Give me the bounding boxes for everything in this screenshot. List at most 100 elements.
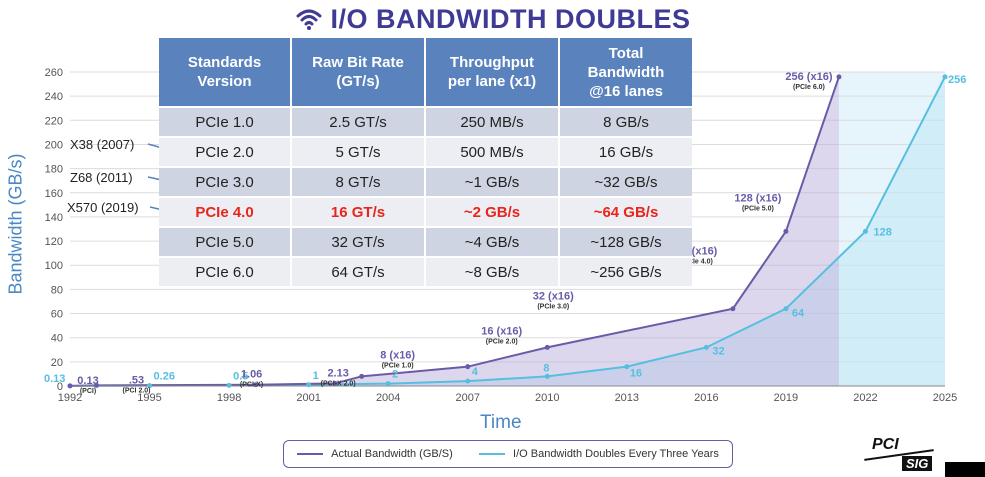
data-label-actual: 128 (x16)	[734, 192, 781, 204]
point-doubling	[306, 382, 312, 388]
data-sublabel-actual: (PCI 2.0)	[123, 387, 151, 394]
legend-label-actual: Actual Bandwidth (GB/S)	[331, 448, 453, 460]
point-actual	[94, 382, 100, 388]
data-label-doubling: 128	[873, 226, 891, 238]
x-tick-label: 2022	[853, 392, 877, 404]
data-label-doubling: 256	[948, 74, 966, 86]
table-row: PCIe 2.0 5 GT/s 500 MB/s 16 GB/s	[159, 136, 692, 167]
data-label-doubling: 8	[543, 362, 549, 374]
table-cell: PCIe 6.0	[159, 256, 291, 286]
data-label-actual: 32 (x16)	[533, 290, 574, 302]
slide-title: I/O BANDWIDTH DOUBLES	[0, 2, 985, 36]
data-sublabel-actual: (PCIe 5.0)	[742, 205, 774, 212]
x-tick-label: 1998	[217, 392, 241, 404]
logo-text-pci: PCI	[872, 436, 899, 453]
data-sublabel-actual: (PCI-X)	[240, 382, 263, 389]
x-tick-label: 1992	[58, 392, 82, 404]
table-row: PCIe 3.0 8 GT/s ~1 GB/s ~32 GB/s	[159, 166, 692, 197]
data-label-doubling: 0.26	[154, 371, 175, 383]
data-label-actual: 0.13	[77, 375, 98, 387]
table-row: PCIe 5.0 32 GT/s ~4 GB/s ~128 GB/s	[159, 226, 692, 257]
table-cell: PCIe 4.0	[159, 196, 291, 227]
x-tick-label: 2010	[535, 392, 559, 404]
legend-label-doubling: I/O Bandwidth Doubles Every Three Years	[513, 448, 719, 460]
table-row-highlighted: PCIe 4.0 16 GT/s ~2 GB/s ~64 GB/s	[159, 196, 692, 227]
point-doubling	[942, 74, 948, 80]
table-cell: 5 GT/s	[290, 136, 425, 167]
legend-swatch-doubling	[479, 453, 506, 455]
chipset-label-x570: X570 (2019)	[67, 200, 139, 215]
data-label-doubling: 2	[392, 369, 398, 381]
point-doubling	[783, 306, 789, 312]
point-doubling	[862, 228, 868, 234]
legend-swatch-actual	[297, 453, 324, 455]
data-sublabel-actual: (PCIe 2.0)	[486, 339, 518, 346]
table-row: PCIe 1.0 2.5 GT/s 250 MB/s 8 GB/s	[159, 106, 692, 137]
data-label-actual: 16 (x16)	[481, 326, 522, 338]
legend-item-doubling: I/O Bandwidth Doubles Every Three Years	[479, 448, 719, 460]
table-cell: 500 MB/s	[424, 136, 559, 167]
x-tick-label: 2016	[694, 392, 718, 404]
point-doubling	[385, 381, 391, 387]
data-label-actual: 1.06	[241, 369, 262, 381]
table-cell: 8 GT/s	[290, 166, 425, 197]
point-doubling	[544, 373, 550, 379]
data-sublabel-actual: (PCIe 4.0)	[681, 259, 713, 266]
point-actual	[465, 364, 471, 370]
line-actual	[69, 76, 840, 387]
y-tick-label: 40	[51, 333, 63, 345]
table-cell: 8 GB/s	[558, 106, 692, 137]
table-cell: ~128 GB/s	[558, 226, 692, 257]
data-label-doubling: 4	[472, 366, 479, 378]
y-tick-label: 240	[45, 91, 63, 103]
table-cell: 2.5 GT/s	[290, 106, 425, 137]
y-tick-label: 80	[51, 284, 63, 296]
data-label-doubling: 0.5	[233, 370, 248, 382]
table-cell: ~2 GB/s	[424, 196, 559, 227]
point-actual	[332, 380, 338, 386]
chipset-label-z68: Z68 (2011)	[70, 170, 133, 185]
y-tick-label: 20	[51, 357, 63, 369]
pci-sig-logo: PCI SIG	[862, 436, 944, 474]
table-cell: PCIe 1.0	[159, 106, 291, 137]
table-cell: ~8 GB/s	[424, 256, 559, 286]
table-cell: PCIe 3.0	[159, 166, 291, 197]
point-doubling	[226, 382, 232, 388]
table-header-total-bandwidth: Total Bandwidth @16 lanes	[558, 38, 692, 107]
area-doubling	[70, 76, 945, 386]
data-label-actual: 2.13	[327, 367, 348, 379]
table-cell: 32 GT/s	[290, 226, 425, 257]
table-cell: PCIe 5.0	[159, 226, 291, 257]
x-tick-label: 2013	[615, 392, 639, 404]
table-cell: ~32 GB/s	[558, 166, 692, 197]
point-doubling	[703, 344, 709, 350]
y-tick-label: 180	[45, 164, 63, 176]
data-label-actual: 256 (x16)	[785, 71, 832, 83]
area-actual	[70, 76, 839, 386]
y-tick-label: 60	[51, 309, 63, 321]
y-axis-label-text: Bandwidth (GB/s)	[5, 153, 26, 295]
point-actual	[544, 344, 550, 350]
data-sublabel-actual: (PCIe 1.0)	[382, 362, 414, 369]
x-tick-label: 2007	[455, 392, 479, 404]
data-label-doubling: 32	[712, 345, 724, 357]
table-cell: ~4 GB/s	[424, 226, 559, 257]
point-actual	[783, 228, 789, 234]
x-axis-label: Time	[480, 412, 522, 433]
table-cell: 16 GT/s	[290, 196, 425, 227]
table-row: PCIe 6.0 64 GT/s ~8 GB/s ~256 GB/s	[159, 256, 692, 286]
data-label-actual: 8 (x16)	[380, 349, 415, 361]
table-cell: ~256 GB/s	[558, 256, 692, 286]
x-tick-label: 2019	[774, 392, 798, 404]
x-tick-label: 1995	[137, 392, 161, 404]
table-header-bit-rate: Raw Bit Rate (GT/s)	[290, 38, 425, 107]
point-doubling	[465, 378, 471, 384]
table-cell: 64 GT/s	[290, 256, 425, 286]
point-actual	[359, 373, 365, 379]
table-cell: ~1 GB/s	[424, 166, 559, 197]
point-actual	[253, 382, 259, 388]
table-cell: PCIe 2.0	[159, 136, 291, 167]
data-sublabel-actual: (PCIe 6.0)	[793, 84, 825, 91]
y-tick-label: 120	[45, 236, 63, 248]
x-tick-label: 2001	[296, 392, 320, 404]
